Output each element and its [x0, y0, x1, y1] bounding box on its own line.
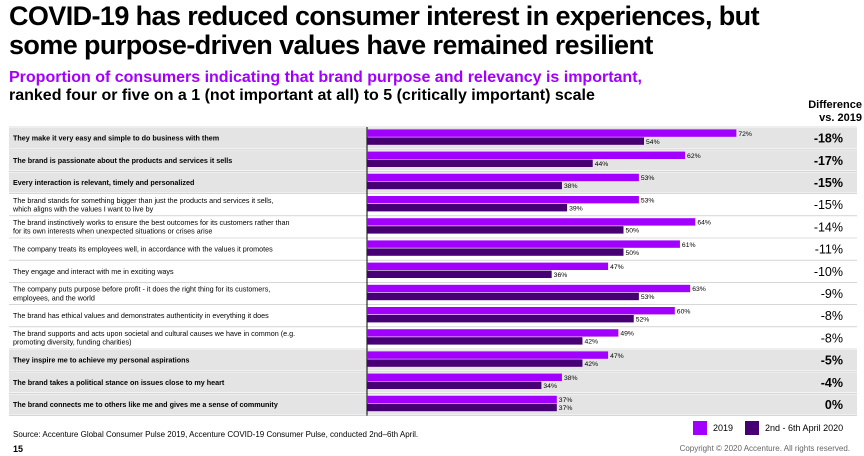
- page-number: 15: [13, 444, 24, 454]
- difference-value: -17%: [814, 154, 843, 168]
- value-label-2019: 49%: [620, 331, 634, 338]
- difference-value: -4%: [821, 376, 843, 390]
- category-label: which aligns with the values I want to l…: [12, 205, 154, 214]
- category-label: for its own interests when unexpected si…: [13, 227, 212, 236]
- difference-value: -11%: [815, 243, 843, 257]
- legend-swatch-2020: [745, 421, 760, 435]
- bar-2019: [367, 329, 619, 337]
- value-label-2020: 44%: [595, 161, 609, 168]
- value-label-2020: 38%: [564, 183, 578, 190]
- bar-2020: [367, 337, 583, 345]
- difference-value: -15%: [814, 198, 843, 212]
- category-label: The brand has ethical values and demonst…: [13, 311, 269, 320]
- difference-header-line1: Difference: [808, 99, 862, 111]
- category-label: The brand stands for something bigger th…: [13, 196, 274, 205]
- bar-2020: [367, 226, 624, 234]
- category-label: The company treats its employees well, i…: [13, 245, 273, 254]
- value-label-2020: 54%: [646, 139, 660, 146]
- value-label-2020: 50%: [626, 228, 640, 235]
- difference-value: -9%: [821, 287, 843, 301]
- category-label: promoting diversity, funding charities): [13, 338, 132, 347]
- bar-2020: [367, 381, 542, 389]
- category-label: Every interaction is relevant, timely an…: [13, 178, 194, 187]
- difference-header-line2: vs. 2019: [819, 112, 862, 124]
- value-label-2019: 47%: [610, 353, 624, 360]
- category-label: The brand connects me to others like me …: [13, 400, 278, 409]
- bar-2020: [367, 403, 557, 412]
- category-label: They inspire me to achieve my personal a…: [13, 356, 190, 365]
- category-label: The brand takes a political stance on is…: [13, 378, 225, 387]
- bar-2020: [367, 270, 552, 278]
- category-label: They engage and interact with me in exci…: [13, 267, 174, 276]
- difference-value: -8%: [821, 331, 843, 345]
- bar-2019: [367, 218, 696, 226]
- bar-2020: [367, 137, 645, 145]
- legend-label-2019: 2019: [713, 423, 734, 433]
- category-label: The brand supports and acts upon societa…: [13, 329, 295, 338]
- value-label-2020: 52%: [636, 316, 650, 323]
- value-label-2020: 53%: [641, 294, 655, 301]
- value-label-2020: 34%: [543, 383, 557, 390]
- bar-2019: [367, 395, 557, 404]
- value-label-2019: 38%: [564, 375, 578, 382]
- bar-2019: [367, 240, 680, 248]
- value-label-2019: 64%: [697, 220, 711, 227]
- legend-item-2020: 2nd - 6th April 2020: [745, 421, 843, 435]
- value-label-2019: 47%: [610, 264, 624, 271]
- bar-2020: [367, 292, 639, 301]
- value-label-2020: 37%: [559, 405, 573, 412]
- value-label-2019: 60%: [677, 308, 691, 315]
- difference-value: -10%: [814, 265, 843, 279]
- bar-2019: [367, 284, 691, 293]
- value-label-2019: 63%: [692, 286, 706, 293]
- bar-2019: [367, 196, 639, 204]
- bar-2019: [367, 351, 609, 359]
- difference-value: -14%: [814, 220, 843, 234]
- bar-2020: [367, 159, 593, 167]
- subtitle-scale: ranked four or five on a 1 (not importan…: [9, 87, 595, 104]
- bar-2020: [367, 181, 562, 190]
- value-label-2020: 39%: [569, 205, 583, 212]
- difference-value: 0%: [825, 398, 843, 412]
- bar-2019: [367, 151, 686, 159]
- category-label: They make it very easy and simple to do …: [13, 134, 219, 143]
- legend-label-2020: 2nd - 6th April 2020: [765, 423, 844, 433]
- legend-item-2019: 2019: [693, 421, 733, 435]
- bar-2019: [367, 373, 562, 381]
- bar-2019: [367, 129, 737, 137]
- subtitle-highlight: Proportion of consumers indicating that …: [9, 69, 642, 86]
- source-note: Source: Accenture Global Consumer Pulse …: [13, 430, 419, 439]
- bar-2020: [367, 359, 583, 367]
- value-label-2020: 42%: [584, 339, 598, 346]
- bar-2020: [367, 315, 634, 323]
- value-label-2020: 42%: [584, 361, 598, 368]
- category-label: The brand instinctively works to ensure …: [13, 218, 289, 227]
- category-label: employees, and the world: [13, 293, 95, 302]
- value-label-2020: 36%: [554, 272, 568, 279]
- legend-swatch-2019: [693, 421, 707, 435]
- value-label-2019: 72%: [738, 131, 752, 138]
- category-label: The brand is passionate about the produc…: [13, 156, 232, 165]
- bar-2019: [367, 262, 609, 270]
- difference-value: -15%: [814, 176, 843, 190]
- slide-title: COVID-19 has reduced consumer interest i…: [9, 1, 760, 60]
- bar-2019: [367, 307, 675, 315]
- copyright-text: Copyright © 2020 Accenture. All rights r…: [679, 444, 850, 453]
- difference-value: -5%: [821, 354, 843, 368]
- bar-2019: [367, 173, 639, 182]
- value-label-2019: 53%: [641, 197, 655, 204]
- value-label-2019: 62%: [687, 153, 701, 160]
- value-label-2019: 61%: [682, 242, 696, 249]
- difference-column-header: Difference vs. 2019: [786, 99, 862, 125]
- category-label: The company puts purpose before profit -…: [13, 285, 270, 294]
- bar-2020: [367, 248, 624, 256]
- value-label-2020: 50%: [626, 250, 640, 257]
- chart-legend: 2019 2nd - 6th April 2020: [693, 421, 855, 435]
- value-label-2019: 53%: [641, 175, 655, 182]
- difference-value: -18%: [814, 132, 843, 146]
- difference-value: -8%: [821, 309, 843, 323]
- value-label-2019: 37%: [559, 397, 573, 404]
- bar-2020: [367, 204, 568, 212]
